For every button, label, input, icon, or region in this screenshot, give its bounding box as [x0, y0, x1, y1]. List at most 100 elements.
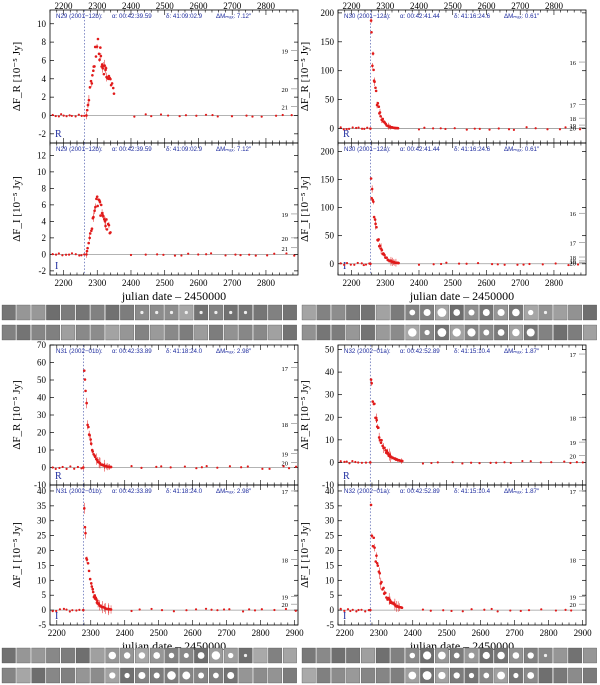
thumbnail-stamp	[331, 667, 346, 684]
data-point	[173, 254, 177, 257]
data-point	[83, 525, 87, 529]
data-point	[216, 115, 219, 118]
data-point	[150, 115, 153, 118]
data-point	[83, 253, 86, 256]
thumbnail-stamp	[390, 324, 405, 341]
data-point	[194, 608, 198, 611]
data-point	[540, 608, 543, 611]
thumbnail-stamp	[316, 667, 331, 684]
thumbnail-stamp	[194, 324, 209, 341]
thumbnail-stamp	[179, 324, 194, 341]
magnitude-label: 19	[570, 259, 577, 266]
thumbnail-source	[198, 672, 205, 679]
data-point	[470, 461, 473, 464]
x-bottom-tick-label: 2500	[438, 628, 457, 638]
data-point	[563, 460, 566, 463]
data-point	[554, 262, 557, 265]
data-point	[248, 253, 251, 256]
dec-coordinate: δ: 41:16:24.6	[454, 146, 491, 153]
x-bottom-tick-label: 2300	[370, 628, 389, 638]
data-point	[228, 608, 231, 611]
x-bottom-tick-label: 2500	[150, 628, 169, 638]
thumbnail-stamp	[90, 647, 105, 664]
thumbnail-stamp	[583, 667, 597, 684]
data-point	[74, 115, 77, 118]
thumbnail-source	[467, 328, 476, 337]
thumbnail-stamp	[316, 324, 331, 341]
data-point	[364, 263, 368, 266]
data-point	[133, 115, 136, 118]
data-point	[246, 465, 249, 468]
dec-coordinate: δ: 41:15:10.4	[454, 488, 491, 495]
data-point	[99, 214, 102, 217]
data-point	[74, 253, 77, 256]
thumbnail-stamp	[135, 324, 149, 341]
thumbnail-stamp	[538, 667, 553, 684]
data-point	[373, 402, 376, 406]
data-point	[70, 114, 73, 118]
panel-frame	[337, 9, 587, 144]
data-point	[385, 596, 388, 599]
data-point	[339, 126, 342, 129]
thumbnail-stamp	[223, 324, 238, 341]
data-point	[578, 128, 582, 131]
magnitude-label: 18	[570, 255, 577, 262]
data-point	[169, 466, 172, 469]
magnitude-label: 21	[282, 246, 289, 253]
x-bottom-tick-label: 2500	[444, 278, 463, 288]
data-point	[77, 113, 80, 116]
data-point	[347, 127, 351, 130]
panel-n32-i: -5 0 5 10 15 20 25 30 35 40 ΔF_I [10⁻⁵ Jy] I N32 (20…	[299, 484, 587, 630]
data-point	[374, 86, 377, 90]
data-point	[93, 65, 96, 68]
data-point	[180, 254, 183, 257]
thumbnail-source	[408, 328, 417, 337]
thumbnail-stamp	[268, 304, 283, 321]
data-point	[62, 607, 66, 610]
x-bottom-tick-label: 2300	[376, 278, 395, 288]
data-point	[453, 127, 456, 130]
thumbnail-source	[168, 652, 175, 659]
data-point	[451, 461, 454, 464]
data-point	[109, 231, 112, 234]
data-point	[86, 246, 89, 250]
y-tick-label: 30	[37, 410, 47, 420]
thumbnail-source	[438, 671, 446, 680]
data-point	[216, 609, 219, 612]
data-point	[90, 227, 94, 231]
data-point	[461, 610, 464, 613]
data-point	[489, 461, 492, 464]
thumbnail-stamp	[553, 304, 568, 321]
data-point	[112, 92, 116, 95]
data-point	[155, 465, 158, 468]
panel-n29-i: -2 0 2 4 6 8 10 12 ΔF_I [10⁻⁵ Jy] I N29 (2001−12b)…	[11, 142, 299, 276]
thumbnail-stamp	[390, 304, 405, 321]
y-tick-label: 0	[330, 605, 335, 615]
thumbnail-stamp	[316, 304, 331, 321]
thumbnail-source	[140, 310, 144, 315]
thumbnail-stamp	[46, 667, 61, 684]
data-point	[373, 218, 377, 221]
dec-coordinate: δ: 41:16:24.6	[454, 13, 491, 20]
data-point	[567, 263, 570, 267]
y-tick-label: 30	[325, 390, 335, 400]
data-point	[354, 460, 357, 464]
data-point	[294, 609, 297, 612]
thumbnail-source	[482, 651, 490, 660]
data-point	[421, 608, 425, 611]
nova-epoch-label: N29 (2001−12b):	[56, 146, 103, 153]
data-point	[78, 254, 81, 257]
y-axis-label: ΔF_I [10⁻⁵ Jy]	[11, 176, 23, 242]
thumbnail-stamp	[253, 304, 268, 321]
data-point	[349, 609, 352, 613]
data-point	[69, 465, 72, 468]
max-offset-label: ΔMₘₐₓ: 2.98″	[216, 348, 252, 355]
band-label: R	[343, 471, 350, 482]
data-point	[478, 127, 481, 130]
thumbnail-source	[167, 671, 176, 680]
thumbnail-source	[108, 651, 117, 660]
y-tick-label: 200	[321, 8, 335, 18]
data-point	[369, 127, 372, 130]
data-point	[83, 114, 86, 117]
